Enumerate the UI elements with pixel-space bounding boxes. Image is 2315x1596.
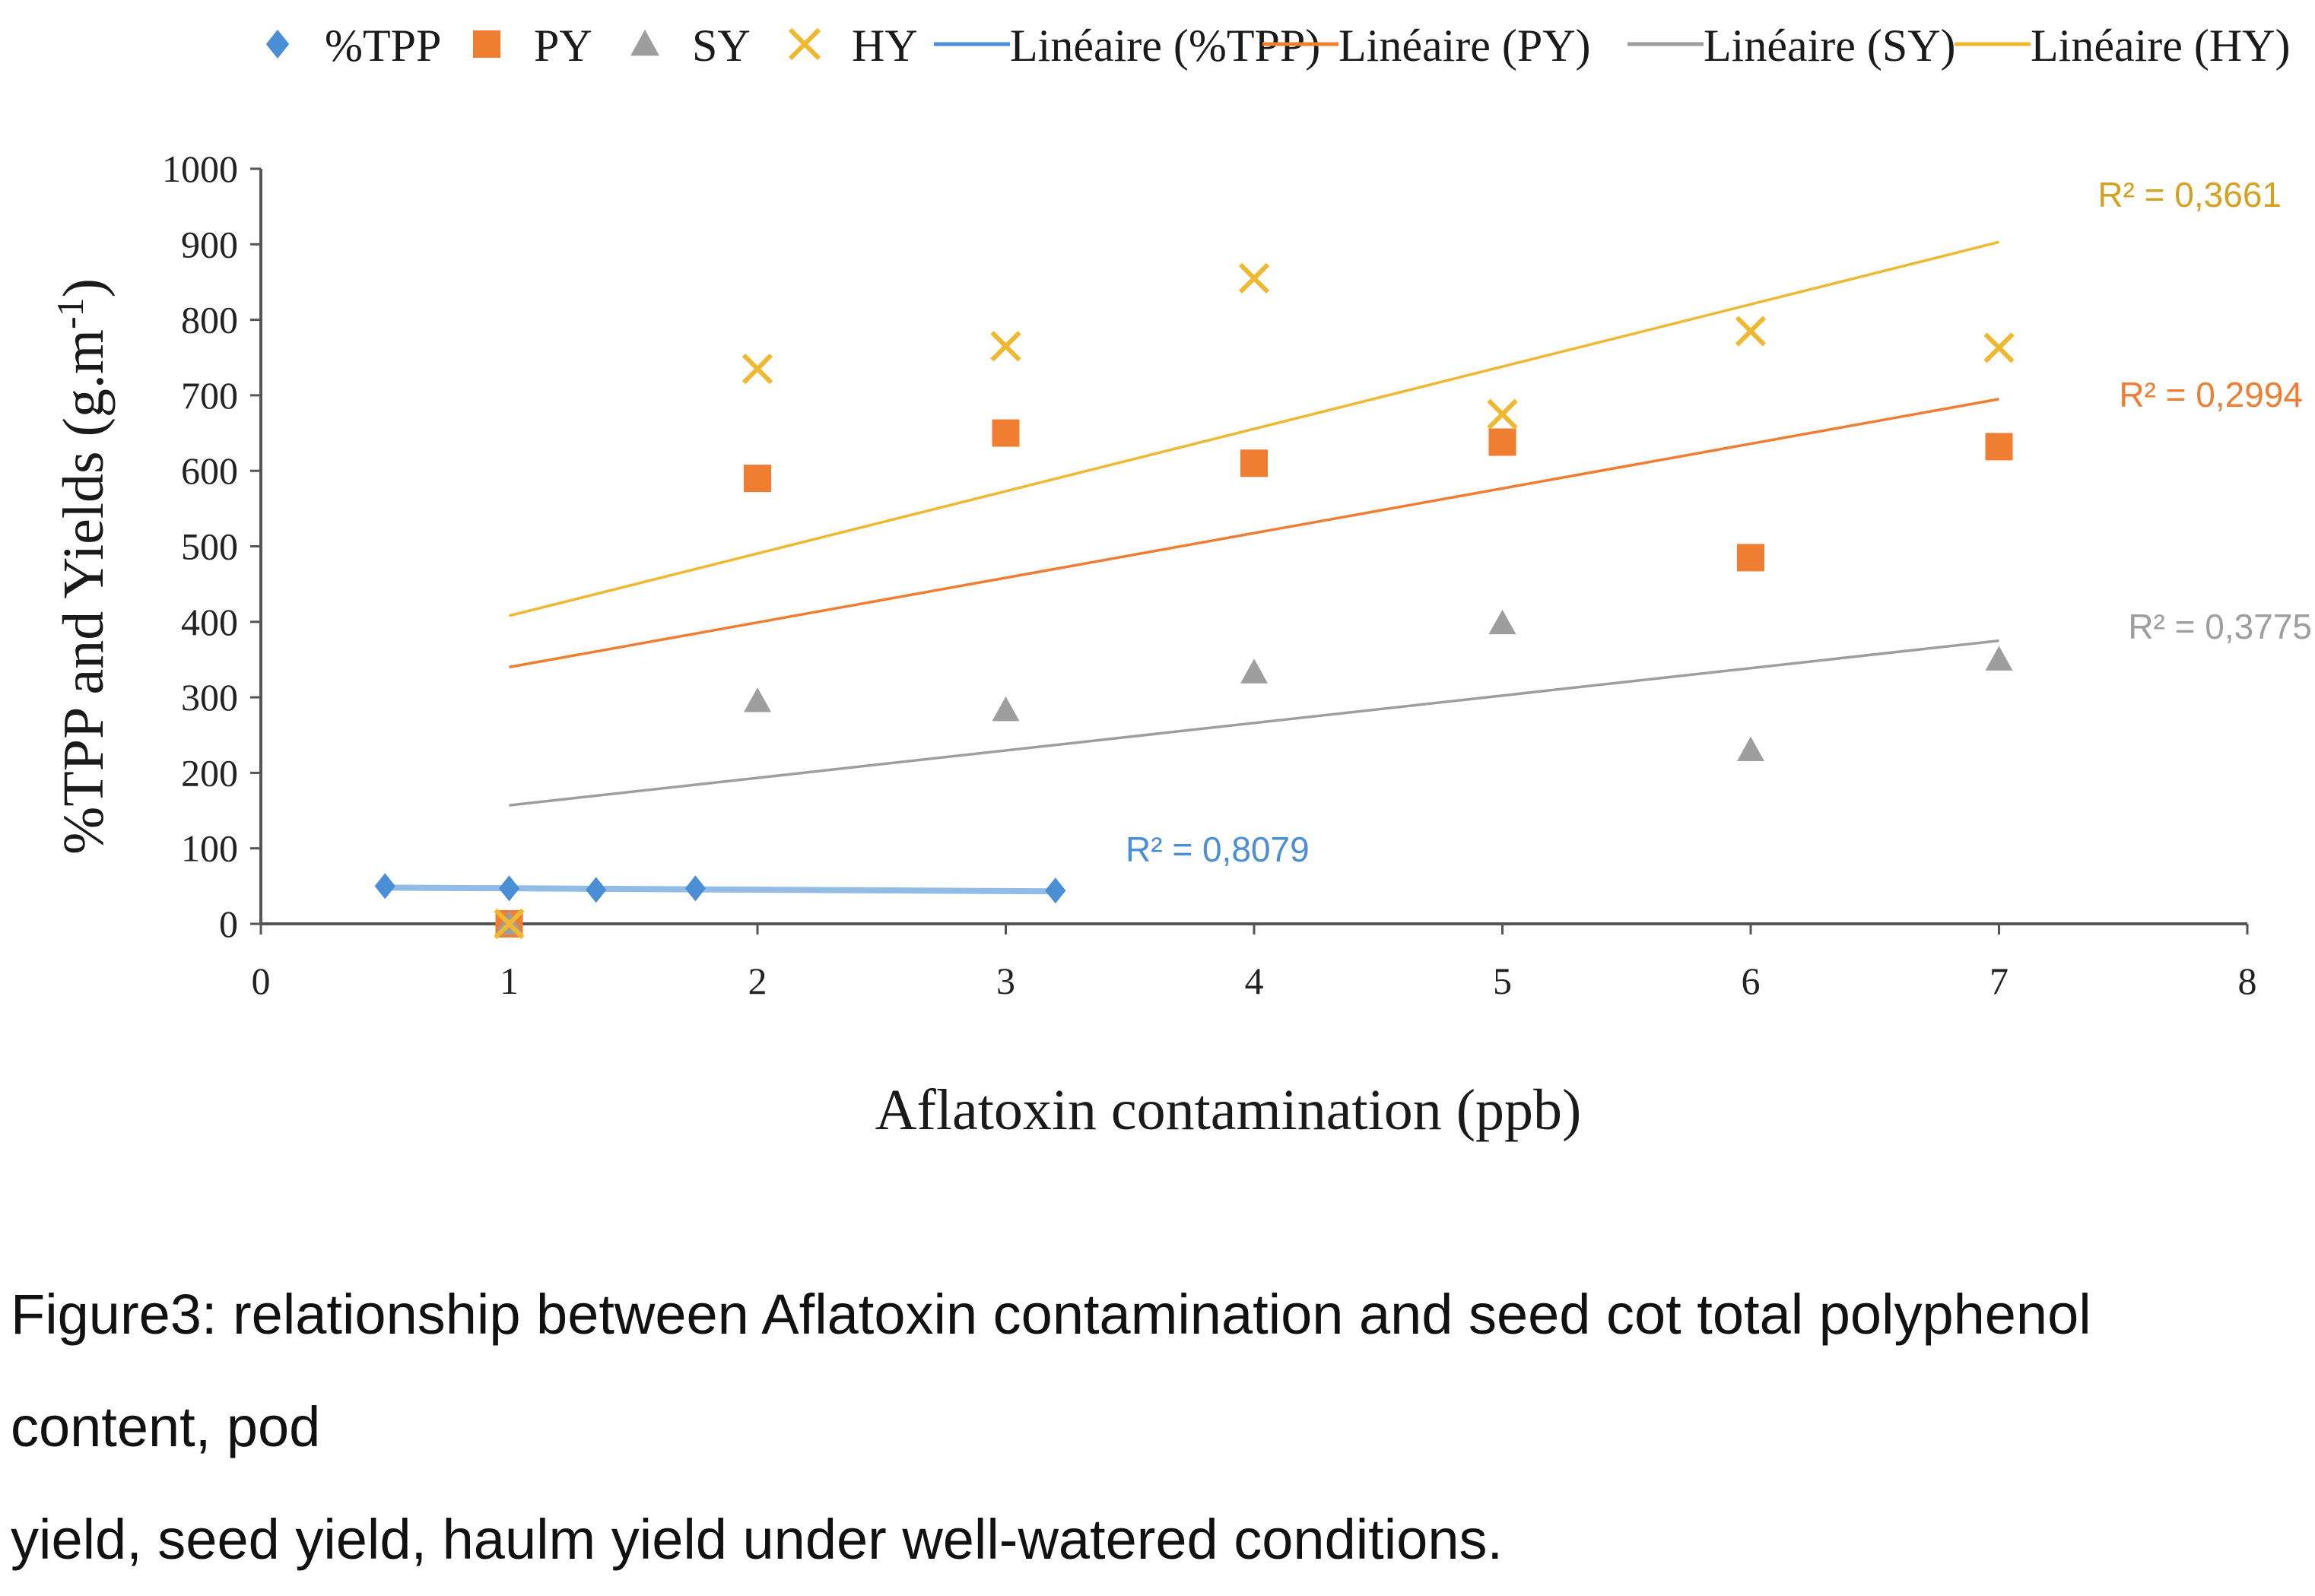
- trendline-lin-aire-sy: [509, 639, 1999, 807]
- trendline-lin-aire-tpp: [385, 884, 1056, 895]
- trendline-lin-aire-hy: [509, 240, 1999, 617]
- legend-label-lin-aire-py: Linéaire (PY): [1339, 21, 1591, 71]
- point-tpp: [586, 877, 607, 903]
- trendlines: [385, 240, 1999, 895]
- r2-label-lin-aire-tpp: R² = 0,8079: [1126, 830, 1310, 869]
- legend-label-hy: HY: [852, 21, 918, 71]
- r2-label-lin-aire-hy: R² = 0,3661: [2097, 175, 2282, 214]
- legend-marker-hy: [788, 27, 821, 61]
- legend-item-lin-aire-hy: Linéaire (HY): [1955, 21, 2290, 71]
- data-points: [374, 262, 2015, 940]
- y-axis-title-close: ): [52, 278, 116, 297]
- x-tick-label: 7: [1990, 960, 2009, 1002]
- point-hy-stroke-b: [1983, 332, 2015, 363]
- x-tick-label: 1: [500, 960, 519, 1002]
- y-tick-label: 1000: [162, 148, 238, 190]
- point-hy: [741, 354, 773, 385]
- point-hy: [494, 908, 525, 940]
- legend-marker-tpp: [265, 30, 290, 59]
- point-hy: [1238, 262, 1270, 294]
- point-sy: [1737, 736, 1764, 762]
- y-tick-label: 500: [181, 525, 238, 568]
- x-tick-label: 3: [996, 960, 1015, 1002]
- legend-marker-sy: [630, 30, 659, 56]
- point-hy-stroke-b: [1735, 316, 1767, 347]
- legend-label-lin-aire-sy: Linéaire (SY): [1704, 21, 1956, 71]
- legend-item-py: PY: [473, 21, 592, 71]
- point-py: [1737, 544, 1764, 572]
- axes: 0 100 200 300 400 500 600 700 800 900 1000 0 1 2 3 4 5 6 7…: [162, 148, 2257, 1002]
- y-tick-label: 900: [181, 223, 238, 265]
- y-tick-label: 200: [181, 751, 238, 794]
- y-tick-label: 800: [181, 299, 238, 341]
- point-hy: [1487, 398, 1518, 430]
- r2-label-lin-aire-sy: R² = 0,3775: [2128, 607, 2312, 646]
- point-hy-stroke-b: [741, 354, 773, 385]
- x-tick-label: 2: [748, 960, 767, 1002]
- figure-caption: Figure3: relationship between Aflatoxin …: [11, 1258, 2300, 1596]
- legend: %TPP PY SY HY Linéaire (%TPP) Linéaire (PY) Li…: [265, 21, 2290, 71]
- y-tick-label: 600: [181, 449, 238, 492]
- trendline-lin-aire-py: [509, 398, 1999, 669]
- point-sy: [1240, 658, 1268, 684]
- legend-label-sy: SY: [692, 21, 751, 71]
- y-tick-label: 700: [181, 374, 238, 417]
- point-sy: [1488, 609, 1516, 635]
- r-squared-labels: R² = 0,8079 R² = 0,2994 R² = 0,3775 R² = 0,…: [1126, 175, 2312, 869]
- legend-marker-hy-stroke-b: [788, 27, 821, 61]
- point-sy: [1985, 646, 2013, 671]
- legend-item-lin-aire-tpp: Linéaire (%TPP): [934, 21, 1320, 71]
- x-tick-label: 5: [1493, 960, 1512, 1002]
- legend-label-tpp: %TPP: [325, 21, 441, 71]
- point-py: [1488, 428, 1516, 456]
- point-hy-stroke-b: [990, 331, 1021, 362]
- point-tpp: [684, 875, 706, 902]
- legend-item-hy: HY: [788, 21, 918, 71]
- x-tick-label: 8: [2238, 960, 2257, 1002]
- chart: %TPP PY SY HY Linéaire (%TPP) Linéaire (PY) Li…: [49, 21, 2312, 1142]
- point-py: [744, 465, 771, 493]
- legend-item-sy: SY: [630, 21, 751, 71]
- legend-item-lin-aire-py: Linéaire (PY): [1262, 21, 1591, 71]
- y-axis-title: %TPP and Yields (g.m-1): [49, 278, 116, 855]
- caption-line-2: yield, seed yield, haulm yield under wel…: [11, 1508, 1504, 1571]
- x-tick-label: 6: [1742, 960, 1761, 1002]
- y-axis-title-main: %TPP and Yields (g.m: [52, 329, 116, 855]
- r2-label-lin-aire-py: R² = 0,2994: [2119, 375, 2303, 414]
- legend-item-tpp: %TPP: [265, 21, 441, 71]
- y-tick-label: 0: [219, 903, 238, 945]
- x-tick-label: 0: [252, 960, 271, 1002]
- point-hy: [1983, 332, 2015, 363]
- legend-item-lin-aire-sy: Linéaire (SY): [1627, 21, 1956, 71]
- legend-marker-py: [473, 30, 500, 58]
- legend-label-lin-aire-hy: Linéaire (HY): [2031, 21, 2290, 71]
- y-tick-label: 400: [181, 601, 238, 643]
- caption-line-1: Figure3: relationship between Aflatoxin …: [11, 1283, 2091, 1458]
- y-axis-title-superscript: -1: [49, 297, 91, 329]
- point-hy: [990, 331, 1021, 362]
- point-py: [992, 419, 1020, 447]
- x-tick-label: 4: [1245, 960, 1264, 1002]
- point-py: [1240, 449, 1268, 478]
- point-hy-stroke-b: [494, 908, 525, 940]
- point-hy-stroke-b: [1238, 262, 1270, 294]
- point-hy-stroke-b: [1487, 398, 1518, 430]
- legend-label-py: PY: [534, 21, 592, 71]
- point-tpp: [1045, 877, 1066, 904]
- point-py: [1985, 433, 2013, 461]
- point-tpp: [374, 873, 395, 900]
- point-hy: [1735, 316, 1767, 347]
- y-tick-label: 300: [181, 676, 238, 719]
- x-axis-title: Aflatoxin contamination (ppb): [875, 1078, 1582, 1142]
- point-tpp: [498, 875, 520, 902]
- point-sy: [744, 687, 771, 712]
- y-tick-label: 100: [181, 827, 238, 870]
- point-sy: [992, 696, 1020, 722]
